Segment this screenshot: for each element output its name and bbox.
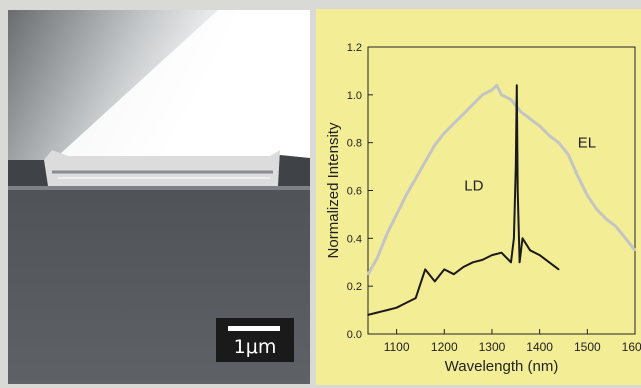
data-point-el: [596, 208, 598, 211]
y-tick-label: 0.2: [347, 281, 362, 293]
x-tick-label: 1100: [384, 340, 410, 354]
data-point-ld: [405, 302, 407, 304]
data-point-el: [443, 132, 446, 134]
data-point-ld: [515, 84, 518, 87]
sem-micrograph: [8, 10, 310, 384]
annotation-el: EL: [578, 134, 596, 151]
y-tick-label: 0.6: [347, 186, 362, 198]
data-point-ld: [453, 273, 455, 276]
data-point-ld: [376, 311, 379, 314]
data-point-ld: [414, 297, 417, 299]
data-point-el: [495, 84, 498, 87]
data-point-el: [386, 232, 388, 235]
scale-bar-label: 1μm: [233, 336, 277, 358]
data-point-el: [367, 273, 369, 276]
data-point-el: [538, 125, 541, 127]
data-point-el: [557, 141, 560, 144]
data-point-ld: [548, 261, 550, 264]
data-point-ld: [510, 261, 512, 264]
data-point-el: [586, 194, 589, 197]
data-point-ld: [443, 268, 446, 271]
scale-bar: [228, 326, 280, 331]
data-point-el: [424, 161, 427, 163]
data-point-el: [414, 177, 417, 180]
data-point-el: [376, 256, 379, 259]
series-line-ld: [367, 84, 560, 316]
data-point-el: [576, 175, 579, 177]
data-point-el: [481, 94, 484, 96]
data-point-ld: [367, 314, 369, 316]
x-axis-label: Wavelength (nm): [445, 358, 559, 375]
y-tick-label: 0.8: [347, 138, 362, 150]
x-tick-label: 1500: [574, 340, 601, 354]
y-tick-label: 0.0: [347, 329, 362, 341]
data-point-el: [567, 153, 570, 156]
sem-interface: [8, 186, 310, 190]
data-point-el: [491, 89, 493, 91]
data-point-ld: [500, 251, 503, 254]
data-point-ld: [481, 259, 484, 261]
data-point-el: [453, 122, 455, 125]
data-point-ld: [521, 237, 524, 240]
sem-bright-region: [48, 10, 310, 165]
x-tick-label: 1400: [526, 340, 553, 354]
y-tick-label: 1.2: [347, 42, 362, 54]
data-point-el: [529, 117, 531, 120]
data-point-el: [548, 134, 550, 137]
data-point-ld: [424, 268, 427, 271]
data-point-el: [605, 218, 608, 220]
data-point-el: [405, 194, 407, 197]
data-point-ld: [433, 280, 436, 283]
data-point-ld: [515, 165, 517, 168]
data-point-ld: [518, 261, 521, 264]
data-point-el: [615, 225, 617, 228]
data-point-el: [519, 110, 522, 113]
data-point-el: [433, 144, 436, 146]
data-point-ld: [557, 268, 560, 271]
data-point-ld: [529, 249, 531, 252]
data-point-ld: [516, 189, 519, 192]
data-point-ld: [395, 306, 398, 309]
annotation-ld: LD: [464, 178, 483, 195]
series-line-el: [366, 83, 637, 275]
sem-micrograph-panel: 1μm: [8, 10, 310, 384]
data-point-ld: [386, 309, 388, 311]
data-point-el: [395, 213, 398, 216]
data-point-ld: [462, 266, 465, 268]
scale-bar-box: 1μm: [216, 318, 294, 362]
data-point-el: [462, 113, 465, 115]
x-tick-label: 1200: [431, 340, 458, 354]
data-point-ld: [491, 254, 493, 256]
y-tick-label: 1.0: [347, 90, 362, 102]
data-point-ld: [513, 237, 515, 240]
data-point-el: [500, 94, 503, 96]
y-tick-label: 0.4: [347, 233, 362, 245]
data-point-ld: [538, 254, 541, 256]
x-tick-label: 1300: [479, 340, 506, 354]
data-point-el: [624, 237, 627, 240]
y-axis-label: Normalized Intensity: [325, 122, 342, 258]
data-point-el: [634, 249, 636, 252]
data-point-ld: [472, 261, 474, 264]
data-point-el: [510, 98, 512, 101]
data-point-el: [472, 103, 474, 106]
